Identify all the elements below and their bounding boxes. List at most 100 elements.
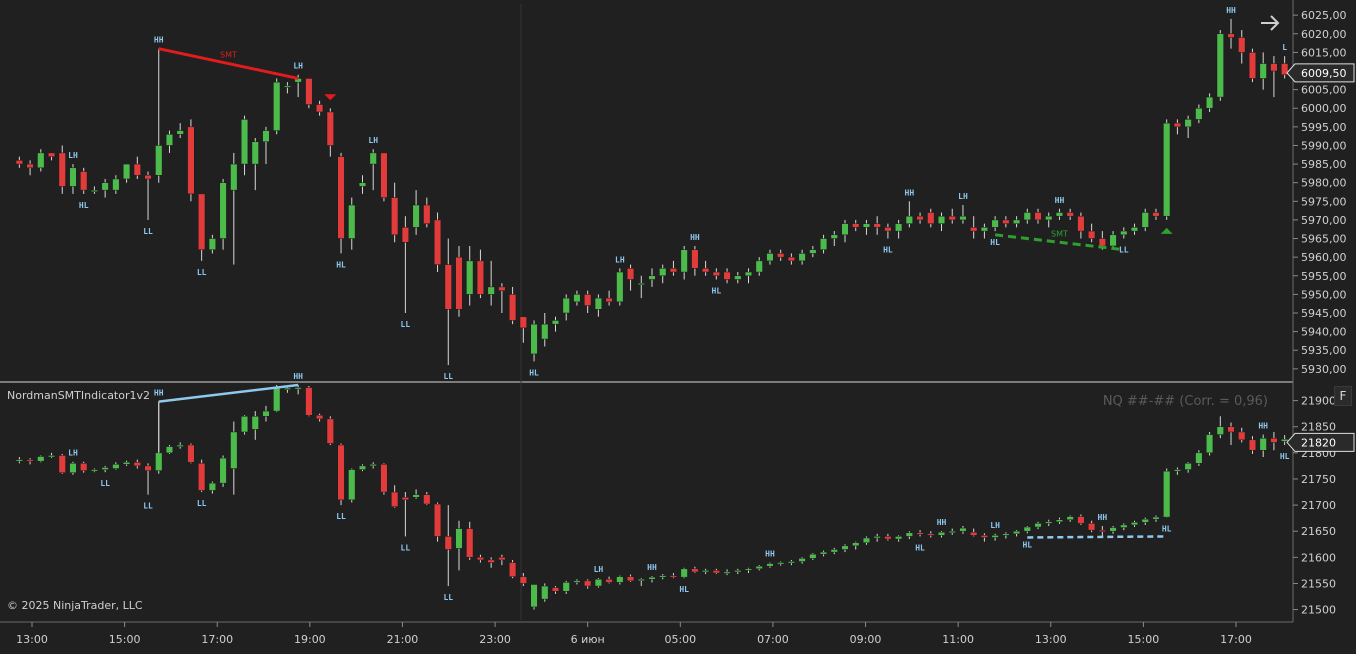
candle-body (1109, 527, 1117, 532)
candle-body (123, 462, 131, 465)
candle-body (1098, 238, 1106, 247)
candle-body (626, 576, 635, 582)
candle-body (1023, 212, 1031, 221)
candle-body (337, 156, 345, 239)
candle-body (498, 286, 506, 291)
candle-body (584, 580, 592, 587)
current-price-label: 6009,50 (1301, 67, 1347, 80)
swing-label: LL (143, 227, 153, 236)
candle-body (691, 249, 699, 269)
candle-body (26, 163, 34, 169)
candle-body (712, 271, 720, 277)
candle-body (798, 558, 806, 562)
time-tick-label: 17:00 (201, 633, 233, 646)
candle-body (316, 104, 324, 113)
candle-body (380, 152, 388, 198)
candle-body (959, 215, 967, 221)
signal-marker-down (324, 94, 337, 101)
candle-body (1184, 119, 1192, 128)
candle-body (1270, 63, 1278, 72)
candle-body (691, 568, 699, 573)
time-tick-label: 11:00 (942, 633, 974, 646)
smt-line (158, 383, 299, 403)
candle-body (1141, 518, 1149, 523)
swing-label: HL (883, 246, 893, 255)
candle-body (723, 271, 731, 280)
candle-body (616, 271, 624, 303)
candle-body (273, 387, 281, 412)
candle-body (1088, 230, 1096, 239)
time-tick-label: 07:00 (757, 633, 789, 646)
scroll-to-end-arrow-icon[interactable] (1259, 12, 1281, 34)
candle-body (852, 223, 860, 228)
price-tick-label: 21600 (1301, 551, 1336, 564)
candle-body (1012, 219, 1021, 224)
candle-body (176, 444, 184, 447)
candle-body (626, 268, 635, 280)
candle-body (659, 575, 667, 578)
price-tick-label: 5980,00 (1301, 177, 1347, 190)
candle-body (659, 268, 667, 277)
panel-f-button[interactable]: F (1334, 386, 1352, 406)
candle-body (251, 416, 259, 430)
copyright-label: © 2025 NinjaTrader, LLC (7, 599, 143, 612)
smt-line (1027, 535, 1167, 539)
swing-label: HL (990, 238, 1000, 247)
candle-body (1281, 439, 1289, 442)
candle-body (573, 580, 581, 583)
candle-body (541, 323, 549, 340)
candle-body (777, 562, 785, 565)
candle-body (809, 249, 817, 254)
price-tick-label: 5960,00 (1301, 251, 1347, 264)
candle-body (1184, 463, 1192, 470)
time-tick-label: 15:00 (1128, 633, 1160, 646)
candle-body (1195, 452, 1203, 464)
candle-body (991, 219, 999, 228)
candle-body (927, 212, 935, 224)
candle-body (476, 557, 485, 561)
candle-body (948, 530, 956, 533)
candle-body (1259, 63, 1267, 79)
candle-body (1195, 107, 1203, 120)
price-tick-label: 6000,00 (1301, 102, 1347, 115)
candle-body (594, 297, 602, 310)
candle-body (884, 227, 892, 232)
price-tick-label: 6020,00 (1301, 28, 1347, 41)
candle-body (412, 204, 420, 228)
candle-body (637, 579, 645, 582)
candle-body (1227, 33, 1235, 38)
swing-label: LL (197, 268, 207, 277)
candle-body (348, 469, 356, 501)
swing-label: HL (1162, 525, 1172, 534)
candle-body (401, 227, 409, 243)
swing-label: HH (154, 36, 164, 45)
candle-body (283, 387, 292, 390)
candle-body (991, 535, 999, 538)
price-tick-label: 5995,00 (1301, 121, 1347, 134)
candle-body (487, 559, 495, 563)
candle-body (830, 549, 838, 553)
candle-body (519, 576, 527, 584)
candle-body (852, 542, 860, 547)
price-tick-label: 21900 (1301, 395, 1336, 408)
candle-body (391, 491, 399, 507)
candle-body (980, 227, 988, 232)
candle-body (444, 536, 452, 550)
candle-body (1077, 516, 1085, 524)
candle-body (970, 532, 978, 536)
candle-body (1012, 530, 1021, 535)
candle-body (841, 545, 849, 550)
swing-label: LH (594, 565, 604, 574)
candle-body (734, 570, 742, 573)
candle-body (1152, 212, 1160, 217)
candle-body (176, 130, 184, 135)
candle-body (680, 249, 688, 273)
candle-body (1163, 122, 1171, 217)
swing-label: LH (958, 192, 968, 201)
price-tick-label: 5975,00 (1301, 195, 1347, 208)
candle-body (787, 561, 795, 564)
candle-body (669, 268, 678, 273)
smt-label: SMT (1051, 229, 1068, 238)
